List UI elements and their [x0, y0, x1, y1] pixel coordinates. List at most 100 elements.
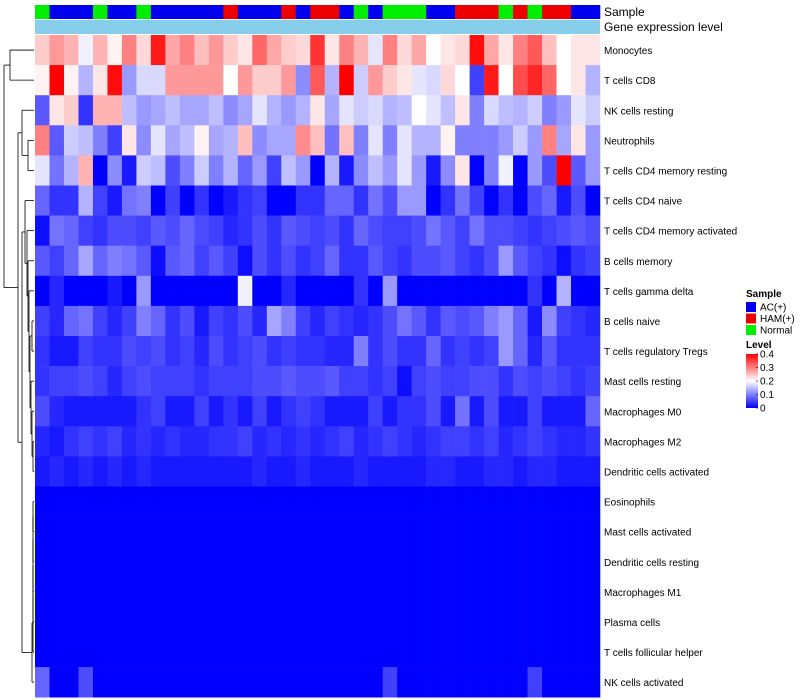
heatmap-cell	[252, 576, 268, 608]
heatmap-cell	[498, 245, 514, 277]
heatmap-cell	[411, 486, 427, 517]
heatmap-cell	[440, 275, 456, 307]
heatmap-cell	[556, 336, 572, 367]
heatmap-cell	[310, 35, 326, 66]
heatmap-cell	[49, 95, 65, 126]
heatmap-cell	[382, 426, 398, 457]
sample-annotation-cell	[281, 5, 297, 19]
heatmap-cell	[310, 125, 326, 156]
heatmap-cell	[542, 396, 557, 427]
heatmap-cell	[513, 65, 528, 96]
sample-annotation-cell	[440, 5, 456, 19]
sample-annotation-cell	[165, 5, 181, 19]
heatmap-cell	[368, 125, 383, 156]
heatmap-cell	[121, 65, 137, 96]
heatmap-cell	[136, 456, 152, 487]
heatmap-cell	[339, 35, 355, 66]
heatmap-cell	[556, 155, 572, 186]
heatmap-cell	[78, 336, 94, 367]
heatmap-cell	[513, 125, 528, 156]
heatmap-cell	[310, 336, 326, 367]
heatmap-cell	[266, 155, 282, 186]
heatmap-cell	[208, 185, 224, 216]
heatmap-cell	[281, 486, 297, 517]
heatmap-cell	[585, 275, 601, 307]
heatmap-cell	[78, 305, 94, 337]
heatmap-cell	[310, 366, 326, 397]
heatmap-cell	[484, 396, 499, 427]
heatmap-cell	[324, 546, 340, 578]
level-legend-tick-label: 0.1	[760, 390, 774, 401]
heatmap-cell	[252, 275, 268, 307]
sample-annotation-cell	[324, 5, 340, 19]
heatmap-cell	[498, 305, 514, 337]
heatmap-cell	[542, 546, 557, 578]
heatmap-cell	[585, 215, 601, 246]
heatmap-cell	[78, 546, 94, 578]
heatmap-cell	[397, 336, 412, 367]
heatmap-cell	[440, 667, 456, 698]
heatmap-cell	[484, 336, 499, 367]
heatmap-cell	[368, 336, 383, 367]
heatmap-cell	[411, 185, 427, 216]
heatmap-cell	[194, 606, 210, 638]
heatmap-cell	[179, 516, 195, 547]
heatmap-cell	[513, 305, 528, 337]
heatmap-cell	[252, 546, 268, 578]
heatmap-cell	[150, 215, 166, 246]
heatmap-cell	[324, 486, 340, 517]
heatmap-cell	[252, 606, 268, 638]
heatmap-cell	[136, 486, 152, 517]
heatmap-cell	[107, 637, 123, 668]
row-label: T cells follicular helper	[604, 648, 703, 659]
heatmap-cell	[339, 215, 355, 246]
heatmap-cell	[107, 667, 123, 698]
heatmap-cell	[121, 606, 137, 638]
heatmap-cell	[179, 546, 195, 578]
heatmap-cell	[368, 155, 383, 186]
legend: Sample AC(+)HAM(+)Normal Level 0.4 0.3 0.2…	[746, 289, 795, 415]
heatmap-cell	[121, 486, 137, 517]
heatmap-cell	[484, 486, 499, 517]
heatmap-cell	[310, 305, 326, 337]
heatmap-cell	[455, 155, 470, 186]
heatmap-cell	[339, 667, 355, 698]
heatmap-cell	[397, 125, 412, 156]
heatmap-cell	[527, 546, 543, 578]
heatmap-cell	[527, 366, 543, 397]
heatmap-cell	[455, 65, 470, 96]
heatmap-cell	[498, 35, 514, 66]
heatmap-cell	[513, 155, 528, 186]
heatmap-cell	[63, 606, 79, 638]
heatmap-cell	[165, 35, 181, 66]
heatmap-cell	[63, 366, 79, 397]
heatmap-cell	[469, 396, 485, 427]
heatmap-cell	[368, 65, 383, 96]
heatmap-cell	[426, 426, 441, 457]
heatmap-cell	[585, 486, 601, 517]
heatmap-cell	[571, 546, 586, 578]
heatmap-cell	[49, 336, 65, 367]
heatmap-cell	[527, 275, 543, 307]
heatmap-cell	[382, 65, 398, 96]
heatmap-cell	[208, 637, 224, 668]
heatmap-cell	[542, 305, 557, 337]
heatmap-cell	[527, 215, 543, 246]
heatmap-cell	[571, 486, 586, 517]
heatmap-cell	[469, 155, 485, 186]
heatmap-cell	[368, 366, 383, 397]
heatmap-cell	[527, 65, 543, 96]
heatmap-cell	[92, 336, 108, 367]
heatmap-cell	[513, 336, 528, 367]
heatmap-cell	[411, 305, 427, 337]
heatmap-cell	[78, 637, 94, 668]
heatmap-cell	[281, 65, 297, 96]
heatmap-cell	[179, 576, 195, 608]
heatmap-cell	[426, 275, 441, 307]
heatmap-cell	[353, 65, 369, 96]
heatmap-cell	[35, 155, 50, 186]
heatmap-cell	[150, 516, 166, 547]
heatmap-cell	[92, 606, 108, 638]
heatmap-cell	[310, 546, 326, 578]
heatmap-cell	[339, 637, 355, 668]
